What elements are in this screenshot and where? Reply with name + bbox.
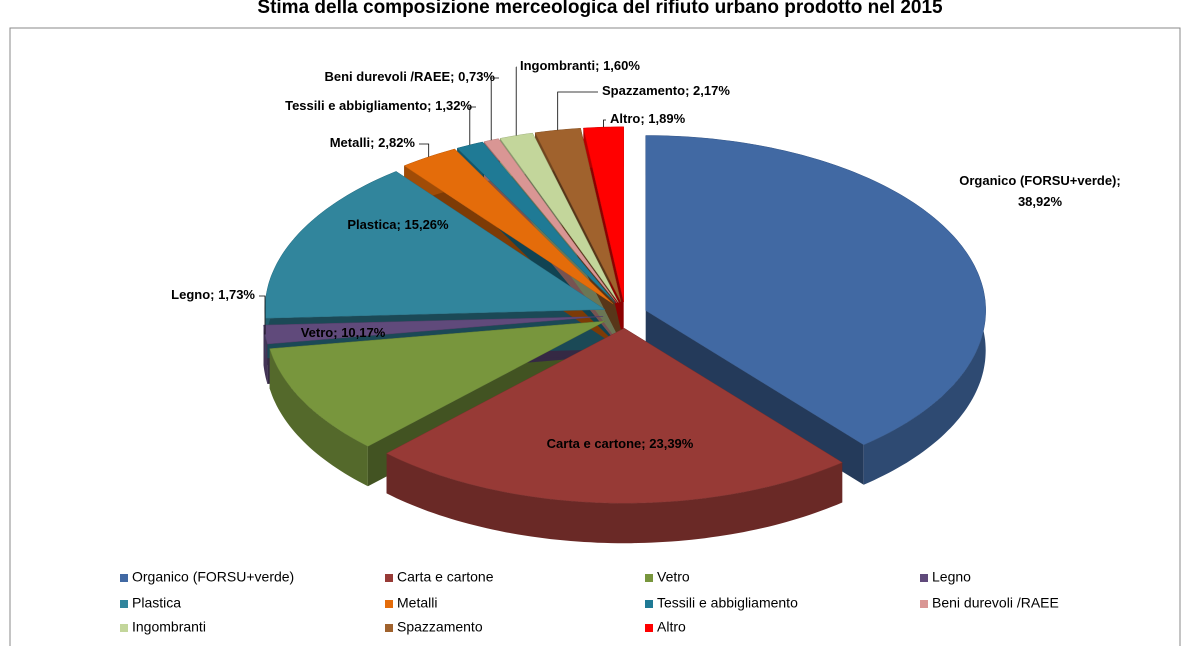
- legend-label: Organico (FORSU+verde): [132, 569, 294, 585]
- legend-label: Vetro: [657, 569, 690, 585]
- label-value: 1,32%: [435, 98, 472, 113]
- legend-swatch: [645, 574, 653, 582]
- label-sep: ;: [333, 325, 341, 340]
- legend-label: Carta e cartone: [397, 569, 494, 585]
- legend-swatch: [120, 574, 128, 582]
- label-sep: ;: [397, 217, 405, 232]
- label-category: Legno: [171, 287, 210, 302]
- label-value: 10,17%: [341, 325, 386, 340]
- label-sep: ;: [685, 83, 693, 98]
- data-label: Organico (FORSU+verde); 38,92%: [959, 173, 1120, 209]
- label-sep: ;: [595, 58, 603, 73]
- data-label: Spazzamento; 2,17%: [602, 83, 730, 98]
- slice-outer-wall: [386, 453, 843, 544]
- label-category: Metalli: [330, 135, 370, 150]
- legend-label: Altro: [657, 619, 686, 635]
- legend: Organico (FORSU+verde) Carta e cartone Vet…: [120, 569, 1059, 635]
- label-value: 1,60%: [603, 58, 640, 73]
- legend-label: Ingombranti: [132, 619, 206, 635]
- legend-swatch: [385, 624, 393, 632]
- data-label: Carta e cartone; 23,39%: [547, 436, 694, 451]
- label-value: 0,73%: [458, 69, 495, 84]
- label-value: 15,26%: [405, 217, 450, 232]
- label-category: Tessili e abbigliamento: [285, 98, 427, 113]
- label-category: Altro: [610, 111, 640, 126]
- data-label: Plastica; 15,26%: [347, 217, 449, 232]
- label-value: 1,89%: [648, 111, 685, 126]
- label-sep: ;: [1116, 173, 1120, 188]
- legend-swatch: [120, 600, 128, 608]
- slice: [645, 135, 986, 446]
- data-labels: Organico (FORSU+verde); 38,92% Carta e car…: [171, 58, 1121, 451]
- legend-label: Tessili e abbigliamento: [657, 595, 798, 611]
- legend-label: Legno: [932, 569, 971, 585]
- data-label: Tessili e abbigliamento; 1,32%: [285, 98, 472, 113]
- data-label: Altro; 1,89%: [610, 111, 686, 126]
- label-category: Ingombranti: [520, 58, 595, 73]
- legend-swatch: [385, 600, 393, 608]
- label-sep: ;: [640, 111, 648, 126]
- slice-wall: [645, 310, 864, 485]
- leader-line: [490, 77, 499, 141]
- legend-label: Metalli: [397, 595, 437, 611]
- data-label: Ingombranti; 1,60%: [520, 58, 640, 73]
- label-category: Carta e cartone: [547, 436, 642, 451]
- leader-line: [469, 106, 476, 145]
- legend-label: Spazzamento: [397, 619, 483, 635]
- legend-swatch: [920, 574, 928, 582]
- leader-line: [259, 295, 266, 335]
- leader-line: [603, 119, 606, 128]
- legend-swatch: [645, 624, 653, 632]
- label-sep: ;: [427, 98, 435, 113]
- label-value: 2,17%: [693, 83, 730, 98]
- leader-line: [557, 91, 598, 131]
- leader-line: [419, 143, 430, 157]
- legend-swatch: [120, 624, 128, 632]
- label-category: Beni durevoli /RAEE: [324, 69, 450, 84]
- chart-title: Stima della composizione merceologica de…: [257, 0, 943, 18]
- label-category: Vetro: [301, 325, 334, 340]
- label-sep: ;: [641, 436, 649, 451]
- slice: [386, 327, 843, 504]
- label-value: 1,73%: [218, 287, 255, 302]
- legend-swatch: [645, 600, 653, 608]
- slice: [264, 171, 606, 319]
- slice-outer-wall: [263, 325, 268, 384]
- label-category: Spazzamento: [602, 83, 685, 98]
- label-sep: ;: [370, 135, 378, 150]
- data-label: Beni durevoli /RAEE; 0,73%: [324, 69, 495, 84]
- data-label: Vetro; 10,17%: [301, 325, 386, 340]
- label-value: 23,39%: [649, 436, 694, 451]
- slices: [263, 126, 986, 504]
- label-category: Plastica: [347, 217, 397, 232]
- data-label: Legno; 1,73%: [171, 287, 255, 302]
- label-sep: ;: [450, 69, 458, 84]
- slice: [269, 320, 606, 447]
- label-category: Organico (FORSU+verde): [959, 173, 1116, 188]
- slice-outer-wall: [269, 348, 368, 487]
- label-value: 38,92%: [1018, 194, 1063, 209]
- legend-swatch: [920, 600, 928, 608]
- label-sep: ;: [210, 287, 218, 302]
- legend-label: Beni durevoli /RAEE: [932, 595, 1059, 611]
- data-label: Metalli; 2,82%: [330, 135, 416, 150]
- legend-swatch: [385, 574, 393, 582]
- legend-label: Plastica: [132, 595, 181, 611]
- label-value: 2,82%: [378, 135, 415, 150]
